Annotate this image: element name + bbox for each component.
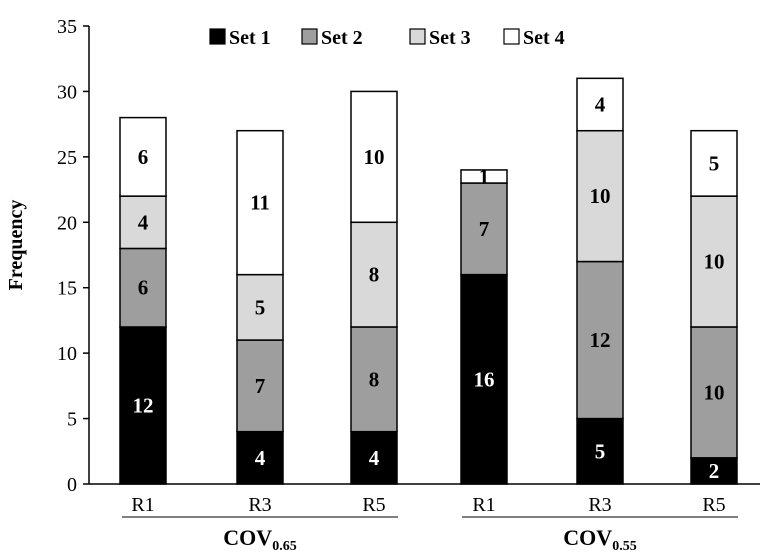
data-label: 5 — [709, 151, 720, 175]
group-label-main: COV — [223, 525, 272, 550]
group-label-main: COV — [563, 525, 612, 550]
y-tick-label: 5 — [67, 409, 77, 431]
data-label: 10 — [704, 250, 725, 274]
data-label: 16 — [474, 367, 495, 391]
data-label: 4 — [255, 446, 266, 470]
y-axis: 0 5 10 15 20 25 30 35 — [57, 16, 90, 496]
y-tick-label: 20 — [57, 212, 77, 234]
data-label: 4 — [138, 210, 149, 234]
legend-label: Set 4 — [523, 27, 565, 49]
group-label: COV0.65 — [223, 525, 296, 554]
legend-swatch — [209, 28, 226, 45]
data-label: 7 — [255, 374, 266, 398]
legend-label: Set 2 — [321, 27, 363, 49]
y-tick-label: 15 — [57, 278, 77, 300]
bar-segment — [350, 90, 398, 224]
legend-label: Set 3 — [429, 27, 471, 49]
data-label: 12 — [590, 328, 611, 352]
data-label: 4 — [595, 93, 606, 117]
bar-segment — [576, 129, 624, 263]
bar-segment — [690, 195, 738, 328]
bar-segment — [460, 169, 508, 184]
group-label-subscript: 0.65 — [272, 539, 297, 554]
bar-segment — [690, 129, 738, 197]
x-tick-label: R3 — [248, 494, 271, 516]
data-label: 5 — [255, 295, 266, 319]
bars: 12 6 4 6 4 7 5 11 4 8 8 10 16 7 1 5 12 10 4 2 10 10 5 — [119, 77, 738, 485]
group-label-subscript: 0.55 — [612, 539, 637, 554]
x-tick-label: R5 — [362, 494, 385, 516]
y-axis-label: Frequency — [5, 200, 27, 291]
data-label: 8 — [369, 263, 380, 287]
data-label: 10 — [364, 145, 385, 169]
y-tick-label: 30 — [57, 81, 77, 103]
data-label: 4 — [369, 446, 380, 470]
group-labels: COV0.65 COV0.55 — [122, 516, 738, 554]
legend-swatch — [409, 28, 426, 45]
y-tick-label: 0 — [67, 474, 77, 496]
bar-segment — [350, 430, 398, 485]
y-tick-label: 25 — [57, 147, 77, 169]
data-label: 5 — [595, 439, 606, 463]
bar-segment — [236, 339, 284, 433]
x-tick-label: R1 — [131, 494, 154, 516]
data-label: 10 — [590, 184, 611, 208]
bar-segment — [576, 77, 624, 132]
bar-segment — [236, 273, 284, 341]
data-label: 6 — [138, 276, 149, 300]
data-label: 10 — [704, 380, 725, 404]
x-axis: R1 R3 R5 R1 R3 R5 — [89, 483, 760, 516]
data-label: 2 — [709, 459, 720, 483]
data-label: 11 — [250, 191, 270, 215]
data-label: 12 — [133, 393, 154, 417]
data-label: 8 — [369, 367, 380, 391]
data-label: 7 — [479, 217, 490, 241]
data-label: 1 — [479, 164, 490, 188]
bar-segment — [350, 326, 398, 433]
bar-segment — [460, 273, 508, 485]
y-tick-label: 35 — [57, 16, 77, 38]
bar-segment — [576, 260, 624, 420]
group-label: COV0.55 — [563, 525, 636, 554]
y-tick-label: 10 — [57, 343, 77, 365]
x-tick-label: R5 — [702, 494, 725, 516]
bar-segment — [350, 221, 398, 328]
x-tick-label: R1 — [472, 494, 495, 516]
legend-label: Set 1 — [229, 27, 271, 49]
legend-swatch — [301, 28, 318, 45]
bar-segment — [576, 417, 624, 485]
x-tick-label: R3 — [588, 494, 611, 516]
data-label: 6 — [138, 145, 149, 169]
bar-segment — [119, 116, 167, 197]
bar-segment — [236, 430, 284, 485]
legend-swatch — [503, 28, 520, 45]
bar-segment — [236, 129, 284, 276]
bar-segment — [690, 326, 738, 459]
legend: Set 1 Set 2 Set 3 Set 4 — [209, 27, 565, 49]
bar-segment — [119, 195, 167, 250]
